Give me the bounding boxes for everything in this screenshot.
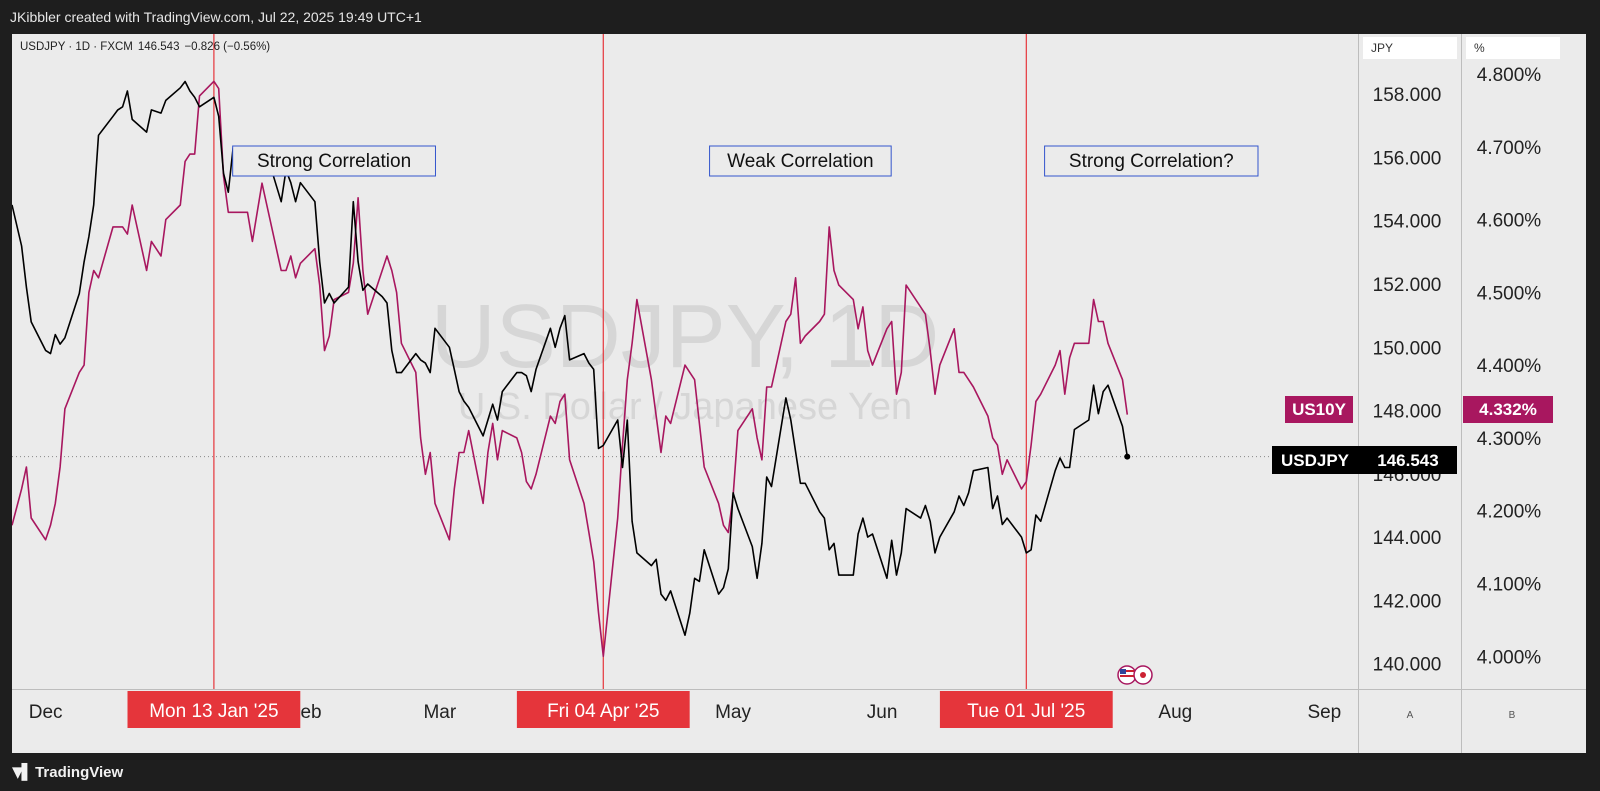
annotation-text: Weak Correlation xyxy=(727,151,873,172)
left-tick-label: 156.000 xyxy=(1373,148,1442,169)
usdjpy-value: 146.543 xyxy=(1377,451,1438,470)
marker-label-1: Fri 04 Apr '25 xyxy=(516,691,690,728)
legend-change: −0.826 (−0.56%) xyxy=(184,41,270,53)
marker-label-bg xyxy=(127,691,301,728)
right-tick-label: 4.700% xyxy=(1477,138,1542,159)
credit-bar: JKibbler created with TradingView.com, J… xyxy=(0,0,1600,34)
left-tick-label: 158.000 xyxy=(1373,85,1442,106)
right-tick-label: 4.800% xyxy=(1477,65,1542,86)
credit-text: JKibbler created with TradingView.com, J… xyxy=(10,9,422,25)
left-tick-label: 148.000 xyxy=(1373,402,1442,423)
footer-bar: ▼▌ TradingView xyxy=(0,753,1600,791)
annotation-box xyxy=(709,145,892,177)
marker-label-text: Fri 04 Apr '25 xyxy=(547,701,659,722)
watermark-title: USDJPY, 1D xyxy=(431,287,940,387)
time-axis[interactable]: Dec Feb Mar May Jun Aug Sep xyxy=(29,702,1342,723)
annotation-2[interactable]: Strong Correlation? xyxy=(1044,145,1259,177)
us10y-badge: US10Y 4.332% xyxy=(1285,396,1553,423)
series-line-usdjpy xyxy=(11,80,1129,637)
us10y-name-bg xyxy=(1285,396,1353,423)
x-tick-label: Aug xyxy=(1158,702,1192,723)
series-layer xyxy=(11,80,1358,658)
usdjpy-value-bg xyxy=(1359,446,1457,474)
annotation-1[interactable]: Weak Correlation xyxy=(709,145,892,177)
annotation-text: Strong Correlation? xyxy=(1069,151,1234,172)
left-scale-unit: JPY xyxy=(1371,41,1393,55)
legend-symbol: USDJPY · 1D · FXCM 146.543 −0.826 (−0.56%) xyxy=(20,41,270,53)
annotation-box xyxy=(1044,145,1259,177)
usdjpy-name-bg xyxy=(1272,446,1359,474)
right-tick-label: 4.300% xyxy=(1477,429,1542,450)
right-tick-label: 4.000% xyxy=(1477,647,1542,668)
right-tick-label: 4.200% xyxy=(1477,502,1542,523)
marker-label-0: Mon 13 Jan '25 xyxy=(127,691,301,728)
right-tick-label: 4.500% xyxy=(1477,283,1542,304)
tradingview-logo[interactable]: ▼▌ TradingView xyxy=(12,763,123,781)
watermark-subtitle: U.S. Dollar / Japanese Yen xyxy=(458,386,912,428)
right-tick-label: 4.400% xyxy=(1477,356,1542,377)
marker-lines xyxy=(213,34,1027,689)
usdjpy-last-dot xyxy=(1124,453,1131,460)
us10y-name: US10Y xyxy=(1292,400,1347,419)
left-scale-footer[interactable]: A xyxy=(1407,710,1414,721)
left-scale-unit-box[interactable] xyxy=(1363,37,1457,59)
left-tick-label: 154.000 xyxy=(1373,212,1442,233)
x-tick-label: May xyxy=(715,702,751,723)
marker-label-bg xyxy=(516,691,690,728)
right-tick-label: 4.100% xyxy=(1477,574,1542,595)
marker-label-text: Tue 01 Jul '25 xyxy=(967,701,1085,722)
annotation-text: Strong Correlation xyxy=(257,151,411,172)
us10y-value-bg xyxy=(1463,396,1553,423)
left-tick-label: 142.000 xyxy=(1373,591,1442,612)
x-tick-label: Mar xyxy=(423,702,456,723)
annotation-0[interactable]: Strong Correlation xyxy=(232,145,436,177)
chart-svg[interactable]: USDJPY, 1D U.S. Dollar / Japanese Yen St… xyxy=(11,34,1586,753)
us-jp-flag-icon[interactable] xyxy=(1117,665,1153,685)
marker-label-text: Mon 13 Jan '25 xyxy=(149,701,278,722)
us10y-value: 4.332% xyxy=(1479,400,1537,419)
x-tick-label: Sep xyxy=(1307,702,1341,723)
right-price-scale[interactable]: 4.000% 4.100% 4.200% 4.300% 4.400% 4.500% 4.60… xyxy=(1477,65,1542,668)
annotations: Strong Correlation Weak Correlation Strong… xyxy=(232,145,1259,177)
legend-last: 146.543 xyxy=(138,41,180,53)
right-tick-label: 4.600% xyxy=(1477,211,1542,232)
brand-name: TradingView xyxy=(35,763,124,781)
tradingview-logo-icon: ▼▌ xyxy=(12,763,33,781)
x-tick-label: Dec xyxy=(29,702,63,723)
left-price-scale[interactable]: 140.000142.000144.000146.000148.000150.0… xyxy=(1373,85,1442,676)
usdjpy-badge: USDJPY 146.543 xyxy=(1272,446,1457,474)
usdjpy-name: USDJPY xyxy=(1281,451,1350,470)
right-scale-unit: % xyxy=(1474,41,1485,55)
marker-labels: Mon 13 Jan '25 Fri 04 Apr '25 Tue 01 Jul '… xyxy=(127,691,1113,728)
right-scale-unit-box[interactable] xyxy=(1466,37,1560,59)
legend-symbol-line: USDJPY · 1D · FXCM xyxy=(20,41,133,53)
annotation-box xyxy=(232,145,436,177)
marker-label-2: Tue 01 Jul '25 xyxy=(939,691,1113,728)
right-scale-footer[interactable]: B xyxy=(1509,710,1516,721)
left-tick-label: 144.000 xyxy=(1373,528,1442,549)
left-tick-label: 150.000 xyxy=(1373,338,1442,359)
x-tick-label: Jun xyxy=(867,702,898,723)
left-tick-label: 152.000 xyxy=(1373,275,1442,296)
series-line-us10y xyxy=(11,80,1129,658)
marker-label-bg xyxy=(939,691,1113,728)
chart-frame: USDJPY, 1D U.S. Dollar / Japanese Yen St… xyxy=(11,34,1586,753)
left-tick-label: 140.000 xyxy=(1373,655,1442,676)
